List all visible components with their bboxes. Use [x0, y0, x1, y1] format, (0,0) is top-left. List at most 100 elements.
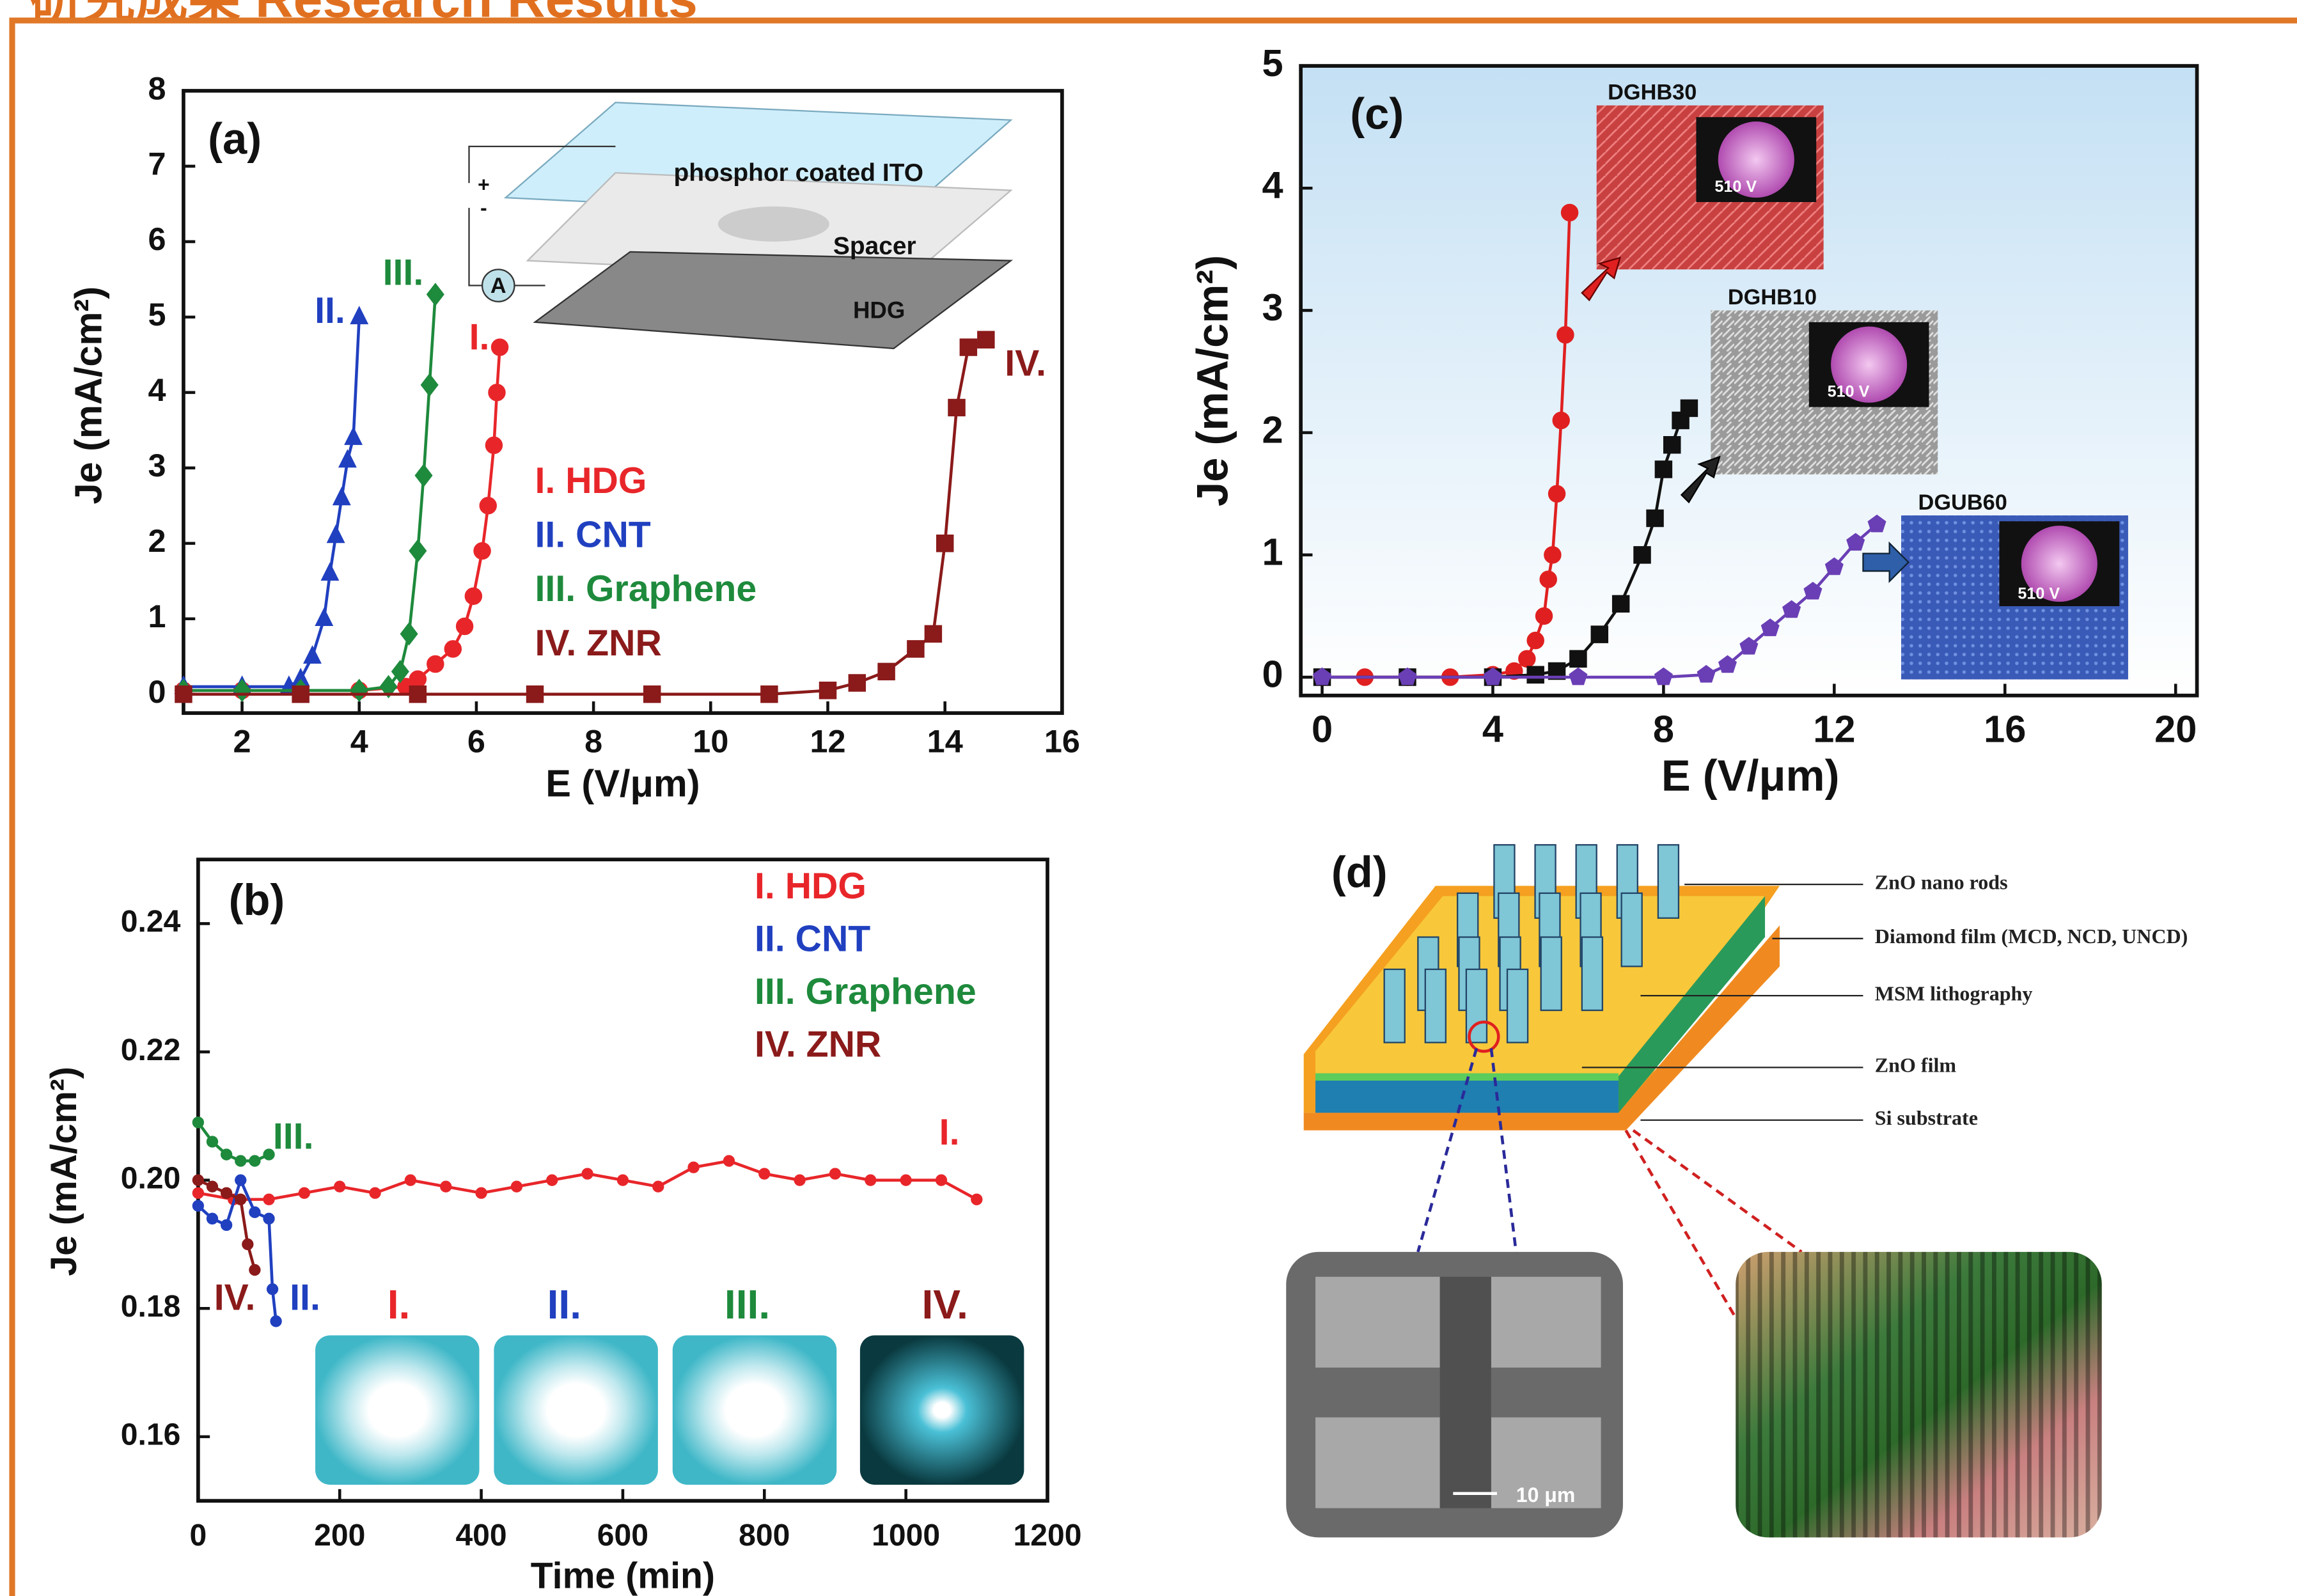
diagram-label: ZnO nano rods — [1875, 870, 2008, 893]
legend-entry: IV. ZNR — [535, 623, 662, 664]
data-point — [901, 1175, 911, 1185]
data-point — [235, 1194, 246, 1205]
x-axis-label: E (V/μm) — [1661, 751, 1840, 800]
data-point — [971, 1194, 982, 1205]
panel-label: (a) — [208, 114, 262, 163]
photo-label: III. — [725, 1281, 770, 1327]
data-point — [830, 1169, 840, 1179]
data-point — [370, 1188, 380, 1198]
data-point — [937, 535, 953, 551]
data-point — [249, 1207, 260, 1217]
x-tick-label: 8 — [1653, 708, 1674, 751]
data-point — [474, 543, 490, 559]
annotation: IV. — [1005, 343, 1046, 384]
x-tick-label: 10 — [693, 723, 728, 760]
data-point — [193, 1201, 203, 1211]
data-point — [235, 1156, 246, 1166]
x-tick-label: 4 — [350, 723, 368, 760]
data-point — [476, 1188, 487, 1198]
x-tick-label: 800 — [739, 1518, 790, 1553]
data-point — [207, 1214, 217, 1224]
x-tick-label: 4 — [1482, 708, 1503, 751]
data-point — [410, 671, 426, 687]
annotation: II. — [290, 1278, 320, 1318]
data-point — [978, 332, 994, 348]
data-point — [492, 339, 508, 355]
y-tick-label: 5 — [148, 296, 166, 332]
data-point — [644, 686, 660, 702]
data-point — [1557, 327, 1573, 343]
legend-entry: II. CNT — [535, 515, 651, 556]
legend-entry: IV. ZNR — [755, 1024, 881, 1065]
data-point — [761, 686, 777, 702]
diagram-label: MSM lithography — [1875, 982, 2033, 1005]
data-point — [242, 1239, 253, 1249]
poster: 研究成果 Research Results — [0, 0, 2297, 1596]
page: 研究成果 Research Results — [0, 0, 2297, 1596]
data-point — [489, 384, 505, 400]
annotation: IV. — [214, 1278, 256, 1318]
data-point — [1664, 437, 1680, 453]
inset-label: DGHB10 — [1728, 285, 1817, 309]
panel-label: (d) — [1331, 848, 1388, 897]
x-tick-label: 14 — [927, 723, 963, 760]
x-tick-label: 12 — [1813, 708, 1855, 751]
data-point — [334, 1182, 345, 1192]
x-tick-label: 16 — [1984, 708, 2026, 751]
photo-label: II. — [547, 1281, 581, 1327]
data-point — [1592, 627, 1608, 643]
data-point — [1528, 667, 1544, 683]
data-point — [249, 1156, 260, 1166]
x-tick-label: 20 — [2154, 708, 2197, 751]
y-tick-label: 2 — [1262, 408, 1283, 451]
data-point — [264, 1194, 274, 1205]
scale-bar-label: 10 μm — [1516, 1483, 1576, 1506]
x-tick-label: 8 — [584, 723, 602, 760]
data-point — [527, 686, 543, 702]
legend-entry: III. Graphene — [535, 568, 757, 609]
legend-entry: I. HDG — [535, 460, 647, 501]
data-point — [441, 1182, 451, 1192]
panel-label: (b) — [229, 875, 285, 925]
photo-label: IV. — [921, 1281, 968, 1327]
x-tick-label: 12 — [810, 723, 846, 760]
y-tick-label: 7 — [148, 145, 166, 182]
y-tick-label: 5 — [1262, 42, 1283, 84]
diagram-label: Diamond film (MCD, NCD, UNCD) — [1875, 925, 2188, 948]
x-tick-label: 2 — [233, 723, 251, 760]
y-tick-label: 0.18 — [121, 1289, 181, 1324]
inset-label: HDG — [853, 297, 905, 323]
data-point — [221, 1188, 231, 1198]
data-point — [1519, 651, 1535, 667]
legend-entry: I. HDG — [755, 866, 866, 907]
x-tick-label: 1200 — [1014, 1518, 1082, 1553]
data-point — [1570, 651, 1586, 667]
diagram-label: ZnO film — [1875, 1054, 1957, 1077]
data-point — [547, 1175, 557, 1185]
data-point — [925, 626, 941, 642]
data-point — [879, 664, 895, 680]
data-point — [1536, 608, 1552, 624]
data-point — [653, 1182, 663, 1192]
legend-entry: III. Graphene — [755, 971, 976, 1012]
data-point — [235, 1175, 246, 1185]
inset-label: - — [480, 196, 487, 219]
inset-label: Spacer — [833, 232, 916, 260]
data-point — [907, 641, 923, 657]
data-point — [820, 682, 836, 698]
data-point — [724, 1156, 734, 1166]
inset-label: phosphor coated ITO — [673, 159, 923, 187]
data-point — [466, 588, 482, 604]
header-title: 研究成果 Research Results — [30, 0, 698, 28]
data-point — [193, 1188, 203, 1198]
annotation: I. — [469, 317, 490, 357]
data-point — [865, 1175, 875, 1185]
x-axis-label: E (V/μm) — [545, 762, 700, 804]
data-point — [271, 1316, 281, 1326]
data-point — [1544, 547, 1560, 563]
y-tick-label: 0 — [1262, 653, 1283, 696]
y-tick-label: 0.16 — [121, 1418, 181, 1452]
inset-label: 510 V — [2018, 584, 2060, 602]
data-point — [221, 1150, 231, 1160]
data-point — [193, 1175, 203, 1185]
